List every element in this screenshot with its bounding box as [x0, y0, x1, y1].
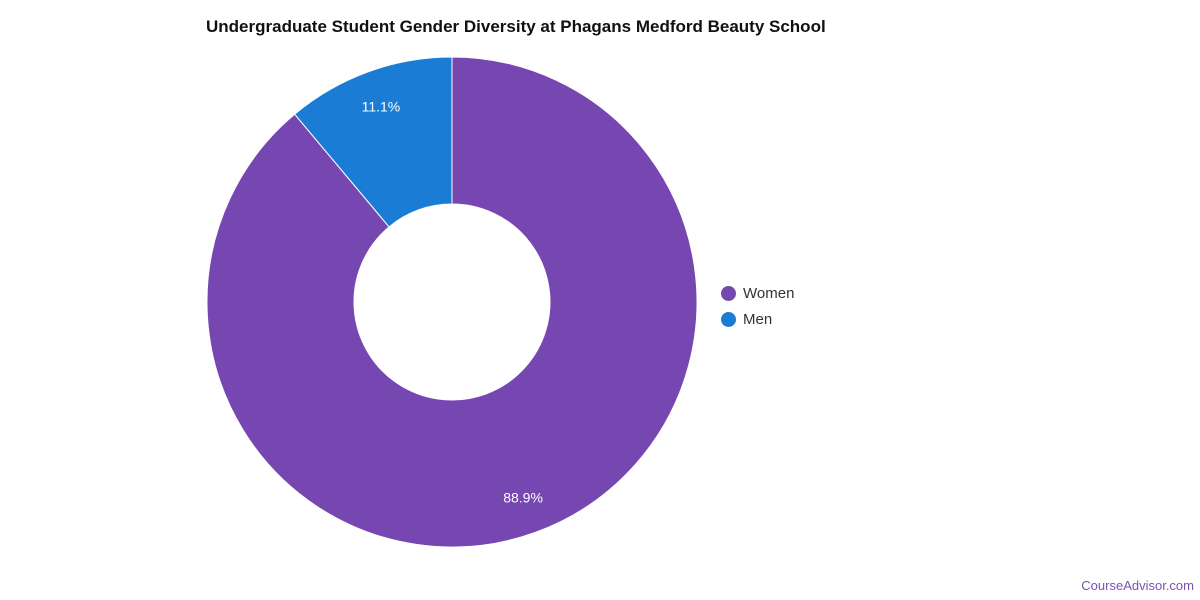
legend-item-women[interactable]: Women: [721, 280, 794, 306]
watermark-link[interactable]: CourseAdvisor.com: [1081, 578, 1194, 593]
slice-women[interactable]: [206, 56, 698, 548]
slice-men[interactable]: [293, 56, 453, 228]
slice-label-women: 88.9%: [503, 489, 543, 505]
slice-label-men: 11.1%: [362, 99, 401, 115]
legend-swatch-women: [721, 285, 736, 301]
chart-title: Undergraduate Student Gender Diversity a…: [206, 17, 826, 36]
legend-swatch-men: [721, 311, 736, 327]
legend-item-men[interactable]: Men: [721, 306, 794, 332]
legend: Women Men: [721, 280, 794, 332]
legend-label-women: Women: [743, 284, 795, 302]
legend-label-men: Men: [743, 310, 773, 328]
